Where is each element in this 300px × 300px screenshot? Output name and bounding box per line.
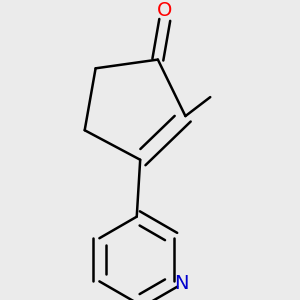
Text: O: O bbox=[157, 1, 172, 20]
Text: N: N bbox=[174, 274, 189, 292]
